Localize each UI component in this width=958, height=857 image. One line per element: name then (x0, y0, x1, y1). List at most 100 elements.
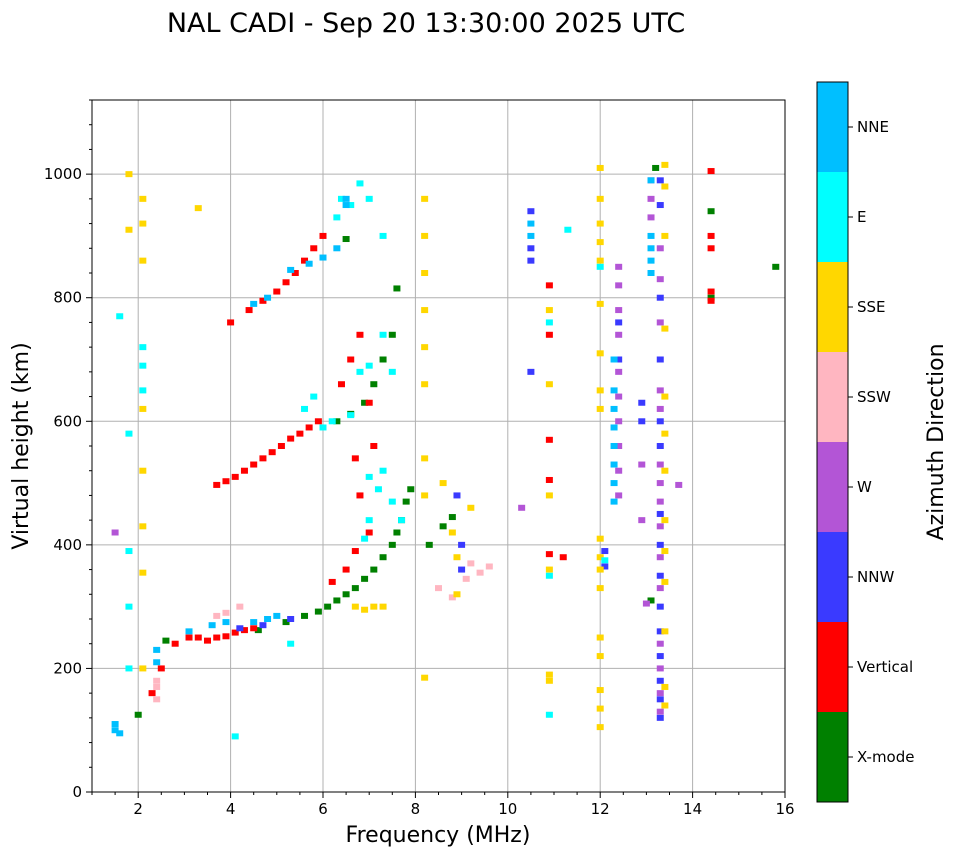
data-point-x-mode (301, 612, 309, 619)
data-point-nne (610, 443, 618, 449)
data-point-nnw (656, 677, 664, 684)
data-point-vertical (707, 168, 715, 175)
data-point-nne (273, 612, 281, 619)
data-point-e (125, 548, 133, 555)
data-point-vertical (273, 288, 281, 295)
data-point-e (374, 486, 382, 493)
data-point-sse (448, 529, 456, 536)
data-point-sse (125, 226, 133, 233)
data-point-e (347, 412, 355, 419)
data-point-nnw (656, 202, 664, 209)
data-point-nne (111, 721, 119, 728)
data-point-vertical (231, 629, 239, 636)
data-point-e (347, 202, 355, 209)
data-point-x-mode (647, 597, 655, 604)
data-point-nne (185, 628, 193, 635)
data-point-nnw (615, 356, 623, 363)
data-point-w (615, 467, 623, 474)
data-point-sse (661, 517, 669, 524)
data-point-e (116, 313, 124, 320)
data-point-sse (467, 504, 475, 511)
data-point-nne (342, 202, 350, 209)
data-point-ssw (153, 677, 161, 684)
data-point-vertical (351, 455, 359, 462)
data-point-sse (453, 591, 461, 598)
data-point-e (379, 467, 387, 474)
data-point-nne (342, 195, 350, 202)
data-point-nne (610, 424, 618, 431)
colorbar-label: SSW (857, 388, 891, 406)
colorbar-title: Azimuth Direction (924, 343, 949, 540)
data-point-w (111, 529, 119, 536)
data-point-nne (610, 356, 618, 363)
data-point-sse (596, 705, 604, 712)
data-point-sse (370, 603, 378, 610)
colorbar-label: E (857, 208, 866, 226)
data-point-e (365, 473, 373, 480)
data-point-w (638, 461, 646, 468)
chart-title: NAL CADI - Sep 20 13:30:00 2025 UTC (167, 8, 685, 39)
data-point-x-mode (388, 541, 396, 548)
data-point-sse (139, 523, 147, 530)
data-point-sse (421, 232, 429, 239)
colorbar-swatch (817, 352, 848, 442)
data-point-sse (596, 566, 604, 573)
data-point-nnw (527, 245, 535, 252)
colorbar-swatch (817, 442, 848, 532)
data-point-ssw (236, 603, 244, 610)
data-point-nne (264, 616, 272, 622)
data-point-w (615, 307, 623, 314)
data-point-vertical (365, 399, 373, 406)
data-point-vertical (222, 478, 230, 485)
data-point-w (656, 387, 664, 394)
data-point-sse (125, 171, 133, 178)
data-point-w (615, 418, 623, 425)
data-point-nne (610, 405, 618, 412)
data-point-sse (139, 467, 147, 474)
data-point-e (398, 517, 406, 524)
data-point-sse (596, 405, 604, 412)
data-point-vertical (337, 381, 345, 388)
data-point-x-mode (324, 603, 332, 610)
data-point-sse (661, 325, 669, 332)
data-point-nne (116, 730, 124, 737)
y-tick-label: 1000 (44, 165, 82, 183)
colorbar-swatch (817, 622, 848, 712)
data-point-w (656, 319, 664, 326)
data-point-x-mode (351, 585, 359, 592)
data-point-ssw (476, 569, 484, 576)
data-point-ssw (485, 563, 493, 570)
data-point-ssw (153, 696, 161, 703)
data-point-w (647, 214, 655, 221)
data-point-w (656, 640, 664, 647)
data-point-x-mode (282, 619, 290, 626)
data-point-e (365, 195, 373, 202)
data-point-x-mode (402, 498, 410, 505)
data-point-e (125, 665, 133, 672)
data-point-vertical (545, 331, 553, 338)
x-tick-label: 16 (775, 800, 794, 818)
azimuth-colorbar: X-mode Vertical NNW W SSW SSE E NNE (816, 81, 914, 803)
colorbar-swatch (817, 532, 848, 622)
data-point-sse (545, 381, 553, 388)
data-point-vertical (171, 640, 179, 647)
data-point-vertical (250, 625, 258, 632)
data-point-e (301, 405, 309, 412)
data-point-e (125, 430, 133, 437)
data-point-sse (596, 585, 604, 592)
data-point-w (656, 245, 664, 252)
data-point-sse (453, 554, 461, 561)
data-point-nnw (615, 319, 623, 326)
data-point-sse (661, 430, 669, 437)
data-point-x-mode (425, 541, 433, 548)
data-point-nnw (601, 563, 609, 570)
data-point-nne (647, 257, 655, 264)
data-point-sse (596, 195, 604, 202)
data-point-sse (351, 603, 359, 610)
data-point-vertical (707, 245, 715, 252)
data-point-sse (545, 671, 553, 678)
data-point-e (379, 232, 387, 239)
data-point-sse (139, 195, 147, 202)
data-point-nne (610, 387, 618, 394)
